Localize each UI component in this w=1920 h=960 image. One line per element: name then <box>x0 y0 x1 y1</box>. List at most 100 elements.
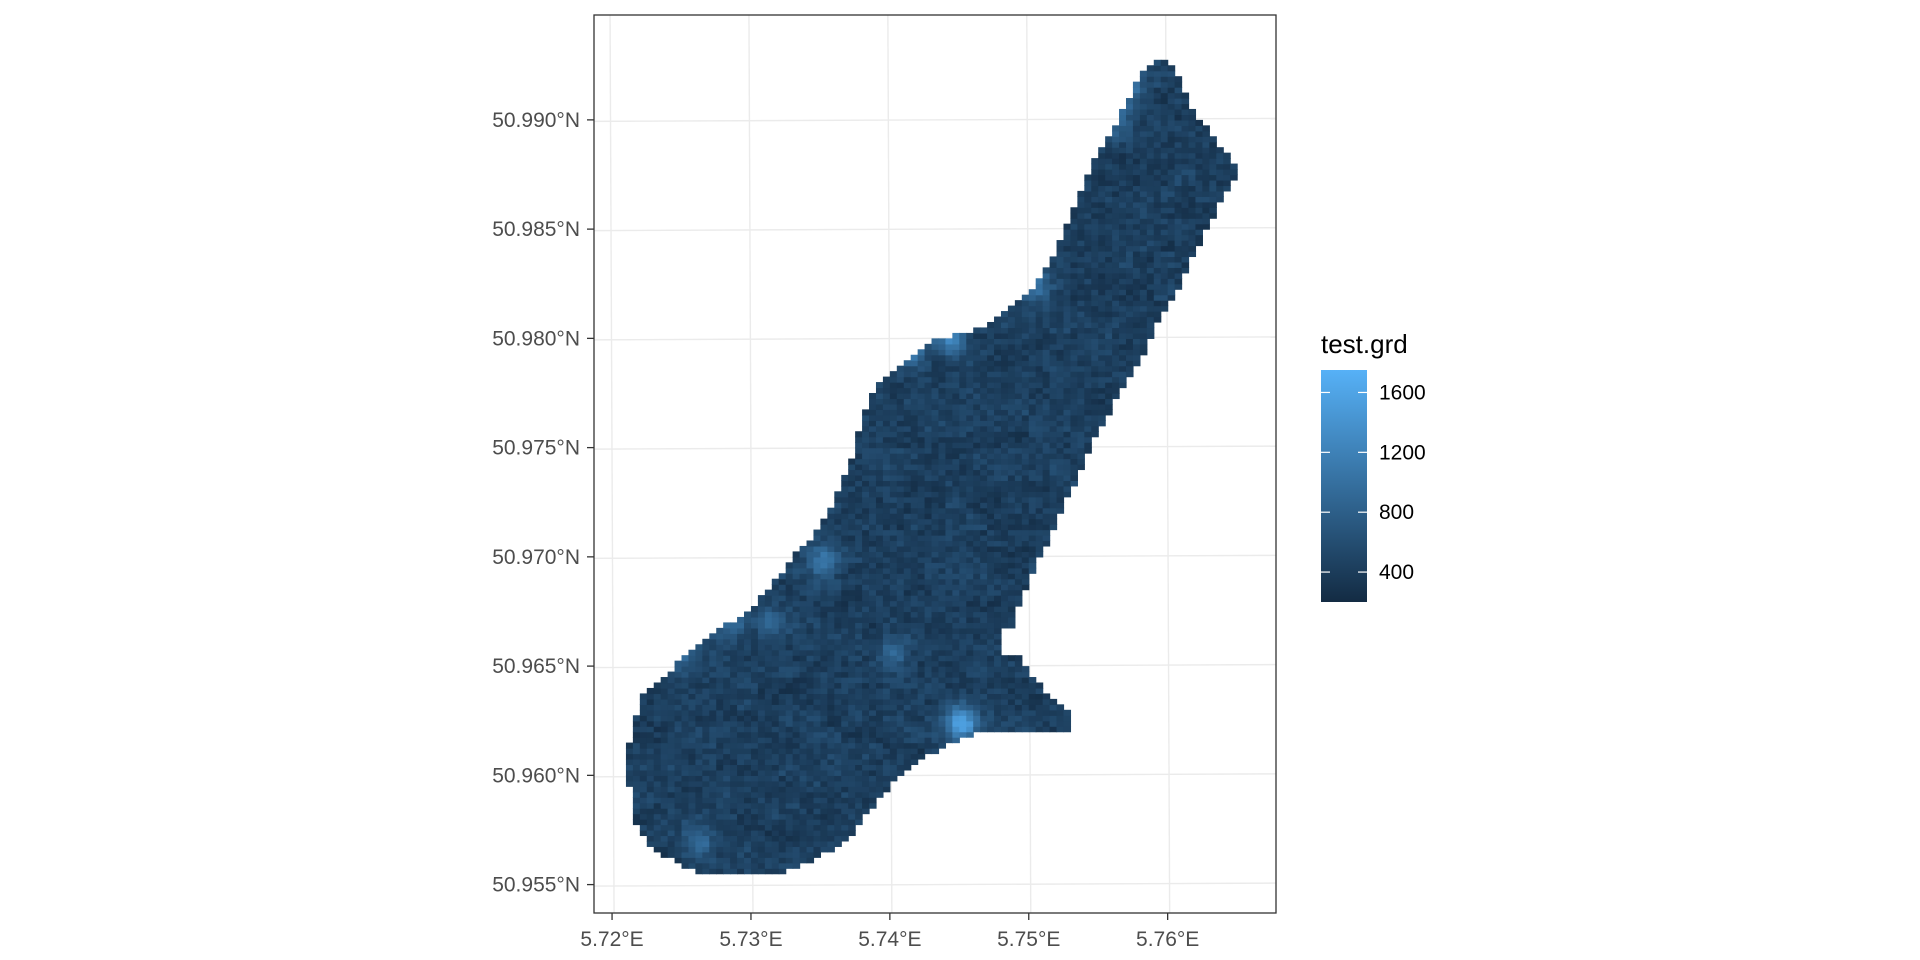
raster-cell <box>855 655 863 662</box>
raster-cell <box>959 709 967 716</box>
raster-cell <box>820 551 828 558</box>
raster-cell <box>1146 311 1155 318</box>
raster-cell <box>1132 136 1141 143</box>
raster-cell <box>813 677 822 684</box>
raster-cell <box>744 791 752 798</box>
raster-cell <box>1021 545 1030 552</box>
raster-cell <box>660 693 669 700</box>
raster-cell <box>1084 387 1092 394</box>
raster-cell <box>688 764 696 771</box>
raster-cell <box>737 677 745 684</box>
raster-cell <box>980 600 988 607</box>
raster-cell <box>917 671 926 678</box>
raster-cell <box>1160 272 1169 279</box>
raster-cell <box>674 769 683 776</box>
raster-cell <box>1042 485 1051 492</box>
raster-cell <box>966 332 974 339</box>
raster-cell <box>959 507 967 514</box>
raster-cell <box>792 567 801 574</box>
raster-cell <box>938 376 947 383</box>
raster-cell <box>702 791 710 798</box>
raster-cell <box>1091 179 1099 187</box>
raster-cell <box>820 611 828 618</box>
raster-cell <box>1209 158 1217 165</box>
raster-cell <box>785 606 794 613</box>
raster-cell <box>910 382 919 389</box>
raster-cell <box>987 715 995 722</box>
raster-cell <box>1056 240 1065 247</box>
raster-cell <box>744 726 752 733</box>
raster-cell <box>1056 420 1065 427</box>
raster-cell <box>806 753 815 760</box>
raster-cell <box>1049 496 1058 503</box>
raster-cell <box>1049 720 1058 727</box>
raster-cell <box>841 551 849 558</box>
raster-cell <box>869 780 877 787</box>
raster-cell <box>869 573 877 580</box>
raster-cell <box>869 731 877 738</box>
raster-cell <box>771 764 780 771</box>
raster-cell <box>952 606 960 613</box>
raster-cell <box>848 584 856 591</box>
raster-cell <box>862 584 870 591</box>
raster-cell <box>792 775 801 782</box>
raster-cell <box>660 808 669 815</box>
raster-cell <box>827 545 835 552</box>
raster-cell <box>862 671 870 678</box>
raster-cell <box>882 584 891 591</box>
raster-cell <box>980 431 988 438</box>
raster-cell <box>1084 294 1092 301</box>
raster-cell <box>1139 218 1148 225</box>
raster-cell <box>896 748 905 755</box>
raster-cell <box>973 491 981 498</box>
raster-cell <box>855 819 863 826</box>
raster-cell <box>1125 185 1134 192</box>
raster-cell <box>1160 283 1169 290</box>
raster-cell <box>931 485 940 492</box>
raster-cell <box>646 824 655 831</box>
raster-cell <box>1153 245 1162 252</box>
raster-cell <box>792 813 801 820</box>
raster-cell <box>882 682 891 689</box>
raster-cell <box>632 753 641 760</box>
raster-cell <box>980 453 988 460</box>
raster-cell <box>785 780 794 787</box>
raster-cell <box>945 507 953 514</box>
raster-cell <box>938 474 947 481</box>
raster-cell <box>625 764 634 771</box>
raster-cell <box>1028 365 1037 372</box>
raster-cell <box>1146 125 1155 132</box>
raster-cell <box>820 655 828 662</box>
raster-cell <box>980 365 988 372</box>
raster-cell <box>674 808 683 815</box>
raster-cell <box>931 627 940 634</box>
raster-cell <box>785 682 794 689</box>
raster-cell <box>841 524 849 531</box>
raster-cell <box>980 715 988 722</box>
raster-cell <box>771 649 780 656</box>
raster-cell <box>1056 464 1065 471</box>
raster-cell <box>945 682 953 689</box>
raster-cell <box>848 715 856 722</box>
raster-cell <box>695 791 703 798</box>
raster-cell <box>889 382 898 389</box>
raster-cell <box>1063 709 1072 716</box>
raster-cell <box>813 595 822 602</box>
raster-cell <box>973 371 981 378</box>
raster-cell <box>882 469 891 476</box>
raster-cell <box>744 709 752 716</box>
raster-cell <box>1028 354 1037 361</box>
raster-cell <box>855 502 863 509</box>
raster-cell <box>806 627 815 634</box>
raster-cell <box>716 846 724 853</box>
raster-cell <box>903 414 912 421</box>
raster-cell <box>848 802 856 809</box>
raster-cell <box>931 715 940 722</box>
raster-cell <box>1014 709 1023 716</box>
raster-cell <box>869 698 877 705</box>
raster-cell <box>1091 201 1099 208</box>
raster-cell <box>931 556 940 563</box>
raster-cell <box>924 726 933 733</box>
raster-cell <box>1000 529 1009 536</box>
raster-cell <box>1077 403 1085 410</box>
